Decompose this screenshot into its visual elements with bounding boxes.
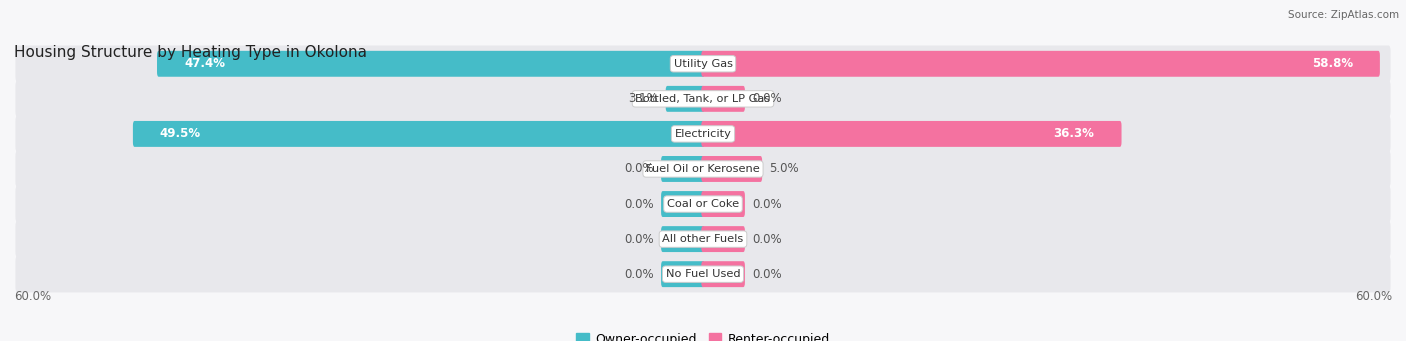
Text: Coal or Coke: Coal or Coke [666, 199, 740, 209]
Text: 0.0%: 0.0% [752, 197, 782, 210]
Text: 0.0%: 0.0% [752, 92, 782, 105]
Text: Fuel Oil or Kerosene: Fuel Oil or Kerosene [647, 164, 759, 174]
Text: 0.0%: 0.0% [624, 268, 654, 281]
Text: 0.0%: 0.0% [752, 233, 782, 246]
Text: 60.0%: 60.0% [1355, 290, 1392, 302]
Text: 0.0%: 0.0% [624, 233, 654, 246]
FancyBboxPatch shape [702, 51, 1379, 77]
FancyBboxPatch shape [702, 86, 745, 112]
Text: All other Fuels: All other Fuels [662, 234, 744, 244]
FancyBboxPatch shape [702, 226, 745, 252]
Text: Electricity: Electricity [675, 129, 731, 139]
FancyBboxPatch shape [15, 80, 1391, 117]
FancyBboxPatch shape [15, 116, 1391, 152]
FancyBboxPatch shape [661, 156, 704, 182]
Text: 49.5%: 49.5% [160, 128, 201, 140]
Text: 5.0%: 5.0% [769, 162, 799, 176]
FancyBboxPatch shape [702, 261, 745, 287]
FancyBboxPatch shape [134, 121, 704, 147]
Text: 58.8%: 58.8% [1312, 57, 1353, 70]
FancyBboxPatch shape [661, 226, 704, 252]
Text: 60.0%: 60.0% [14, 290, 51, 302]
Text: Utility Gas: Utility Gas [673, 59, 733, 69]
FancyBboxPatch shape [702, 191, 745, 217]
Text: 0.0%: 0.0% [752, 268, 782, 281]
Text: No Fuel Used: No Fuel Used [665, 269, 741, 279]
FancyBboxPatch shape [15, 45, 1391, 82]
Text: 0.0%: 0.0% [624, 197, 654, 210]
Text: Housing Structure by Heating Type in Okolona: Housing Structure by Heating Type in Oko… [14, 45, 367, 60]
Text: 0.0%: 0.0% [624, 162, 654, 176]
FancyBboxPatch shape [15, 221, 1391, 257]
FancyBboxPatch shape [665, 86, 704, 112]
Text: 36.3%: 36.3% [1053, 128, 1094, 140]
Text: Source: ZipAtlas.com: Source: ZipAtlas.com [1288, 10, 1399, 20]
Legend: Owner-occupied, Renter-occupied: Owner-occupied, Renter-occupied [571, 328, 835, 341]
Text: 47.4%: 47.4% [184, 57, 225, 70]
FancyBboxPatch shape [157, 51, 704, 77]
FancyBboxPatch shape [661, 261, 704, 287]
FancyBboxPatch shape [702, 156, 762, 182]
FancyBboxPatch shape [15, 256, 1391, 293]
FancyBboxPatch shape [661, 191, 704, 217]
Text: Bottled, Tank, or LP Gas: Bottled, Tank, or LP Gas [636, 94, 770, 104]
FancyBboxPatch shape [15, 151, 1391, 187]
Text: 3.1%: 3.1% [628, 92, 658, 105]
FancyBboxPatch shape [15, 186, 1391, 222]
FancyBboxPatch shape [702, 121, 1122, 147]
